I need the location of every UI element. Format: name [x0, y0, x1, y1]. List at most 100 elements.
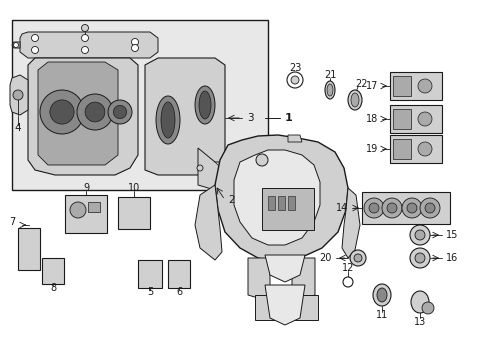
- Text: 2: 2: [228, 195, 235, 205]
- Bar: [12, 20, 267, 190]
- Text: 19: 19: [365, 144, 377, 154]
- Text: 15: 15: [445, 230, 457, 240]
- Bar: [42, 258, 64, 284]
- Ellipse shape: [156, 96, 180, 144]
- Circle shape: [401, 198, 421, 218]
- Circle shape: [342, 277, 352, 287]
- Polygon shape: [20, 32, 158, 58]
- Bar: [168, 260, 190, 288]
- Bar: [287, 196, 294, 210]
- Polygon shape: [10, 75, 28, 115]
- Text: 23: 23: [288, 63, 301, 73]
- Text: 6: 6: [176, 287, 182, 297]
- Text: 3: 3: [246, 113, 253, 123]
- Text: 11: 11: [375, 310, 387, 320]
- Bar: [389, 105, 441, 133]
- Text: 21: 21: [323, 70, 336, 80]
- Polygon shape: [12, 42, 20, 48]
- Polygon shape: [341, 188, 359, 258]
- Circle shape: [417, 79, 431, 93]
- Circle shape: [417, 112, 431, 126]
- Circle shape: [409, 248, 429, 268]
- Circle shape: [85, 102, 105, 122]
- Circle shape: [417, 142, 431, 156]
- Ellipse shape: [376, 288, 386, 302]
- Ellipse shape: [410, 291, 428, 313]
- Circle shape: [409, 225, 429, 245]
- Bar: [18, 228, 40, 270]
- Circle shape: [424, 203, 434, 213]
- Circle shape: [40, 90, 84, 134]
- Polygon shape: [287, 135, 302, 142]
- Polygon shape: [254, 295, 317, 320]
- Bar: [389, 72, 441, 100]
- Circle shape: [31, 46, 39, 54]
- Bar: [262, 188, 313, 230]
- Bar: [88, 202, 100, 212]
- Text: 20: 20: [319, 253, 331, 263]
- Bar: [361, 192, 449, 224]
- Ellipse shape: [199, 91, 210, 119]
- Circle shape: [286, 72, 303, 88]
- Ellipse shape: [325, 81, 334, 99]
- Text: 5: 5: [146, 287, 153, 297]
- Circle shape: [81, 35, 88, 41]
- Text: 14: 14: [335, 203, 347, 213]
- Circle shape: [70, 202, 86, 218]
- Ellipse shape: [195, 86, 215, 124]
- Circle shape: [77, 94, 113, 130]
- Circle shape: [50, 100, 74, 124]
- Circle shape: [131, 45, 138, 51]
- Circle shape: [31, 35, 39, 41]
- Text: 7: 7: [9, 217, 15, 227]
- Bar: [278, 196, 285, 210]
- Bar: [118, 197, 150, 229]
- Text: 8: 8: [50, 283, 56, 293]
- Text: 9: 9: [83, 183, 89, 193]
- Bar: [392, 139, 410, 159]
- Circle shape: [419, 198, 439, 218]
- Text: 10: 10: [128, 183, 140, 193]
- Circle shape: [14, 42, 19, 48]
- Bar: [389, 135, 441, 163]
- Polygon shape: [145, 58, 224, 175]
- Text: 4: 4: [15, 123, 21, 133]
- Circle shape: [290, 76, 298, 84]
- Circle shape: [81, 46, 88, 54]
- Polygon shape: [28, 58, 138, 175]
- Text: 1: 1: [285, 113, 292, 123]
- Bar: [392, 109, 410, 129]
- Circle shape: [414, 230, 424, 240]
- Polygon shape: [264, 255, 305, 282]
- Circle shape: [256, 154, 267, 166]
- Text: 22: 22: [355, 79, 367, 89]
- Text: 16: 16: [445, 253, 457, 263]
- Polygon shape: [198, 148, 264, 190]
- Polygon shape: [264, 285, 305, 325]
- Text: 13: 13: [413, 317, 425, 327]
- Circle shape: [353, 254, 361, 262]
- Bar: [392, 76, 410, 96]
- Ellipse shape: [372, 284, 390, 306]
- Circle shape: [197, 165, 203, 171]
- Bar: [138, 260, 162, 288]
- Circle shape: [421, 302, 433, 314]
- Circle shape: [81, 24, 88, 31]
- Circle shape: [13, 90, 23, 100]
- Polygon shape: [247, 258, 269, 298]
- Circle shape: [386, 203, 396, 213]
- Circle shape: [406, 203, 416, 213]
- Ellipse shape: [326, 84, 332, 96]
- Polygon shape: [195, 185, 222, 260]
- Polygon shape: [215, 135, 347, 262]
- Circle shape: [414, 253, 424, 263]
- Text: 17: 17: [365, 81, 377, 91]
- Bar: [267, 196, 274, 210]
- Polygon shape: [234, 150, 319, 245]
- Text: 18: 18: [365, 114, 377, 124]
- Circle shape: [349, 250, 365, 266]
- Circle shape: [131, 39, 138, 45]
- Ellipse shape: [161, 102, 175, 138]
- Circle shape: [363, 198, 383, 218]
- Ellipse shape: [347, 90, 361, 110]
